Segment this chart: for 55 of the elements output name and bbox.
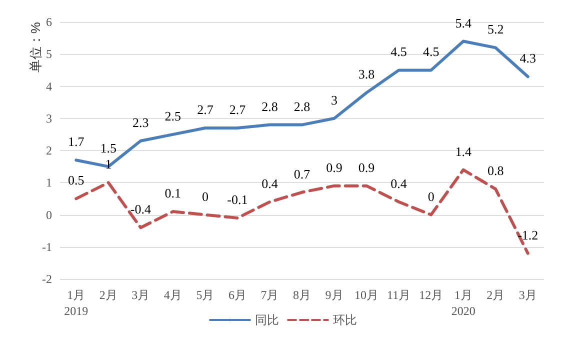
data-label: 0.9 (358, 160, 375, 175)
x-tick-label: 10月 (354, 288, 379, 302)
data-label: 0.4 (262, 176, 278, 191)
data-label: 0.9 (326, 160, 342, 175)
x-tick-label: 1月 2020 (451, 288, 476, 318)
data-label: 2.3 (132, 114, 149, 130)
y-tick-label: 4 (46, 79, 52, 94)
y-axis-title: 单位：% (28, 22, 43, 73)
data-label: 0 (428, 188, 434, 204)
x-tick-label: 12月 (419, 288, 444, 302)
y-tick-label: -2 (42, 272, 52, 286)
data-label: 2.5 (164, 108, 182, 124)
data-label: 1.7 (68, 134, 85, 150)
x-tick-label: 11月 (387, 288, 411, 302)
x-tick-label: 2月 (486, 288, 505, 302)
data-label: 0 (202, 188, 208, 204)
data-label: 0.4 (390, 176, 408, 191)
data-label: 0.5 (68, 172, 84, 188)
legend-label: 同比 (255, 313, 279, 327)
x-tick-label: 2月 (99, 288, 118, 302)
data-label: 2.7 (229, 102, 246, 118)
data-label: 3 (331, 92, 338, 108)
x-tick-label: 3月 (132, 288, 150, 302)
legend-label: 环比 (333, 313, 357, 327)
data-label: 1.5 (100, 140, 117, 156)
data-label: 4.5 (390, 44, 407, 60)
data-label: 5.4 (455, 15, 472, 30)
data-label: 2.8 (294, 98, 310, 114)
y-tick-label: 6 (46, 15, 52, 29)
data-label: 0.8 (487, 163, 504, 178)
x-tick-label: 6月 (228, 288, 246, 302)
data-label: 2.8 (262, 98, 278, 114)
y-tick-label: 3 (46, 111, 52, 126)
x-tick-label: 5月 (196, 288, 214, 302)
data-label: 3.8 (358, 66, 375, 82)
x-tick-label: 8月 (293, 288, 311, 302)
data-label: 4.5 (422, 44, 440, 60)
y-tick-label: 1 (46, 176, 52, 190)
data-label: 0.1 (164, 186, 182, 201)
data-label: -0.1 (227, 192, 248, 207)
data-label: 4.3 (520, 50, 536, 66)
x-tick-label: 7月 (260, 288, 279, 302)
x-tick-label: 9月 (325, 288, 344, 302)
x-tick-label: 1月 2019 (64, 288, 88, 318)
y-tick-label: 2 (46, 144, 52, 158)
x-tick-label: 4月 (164, 288, 182, 302)
y-tick-label: -1 (42, 240, 52, 254)
y-tick-label: 0 (46, 208, 52, 222)
data-label: 5.2 (487, 22, 504, 37)
data-label: 1.4 (455, 144, 472, 159)
data-label: 0.7 (294, 166, 311, 182)
y-tick-label: 5 (46, 47, 52, 62)
data-label: 2.7 (197, 102, 214, 118)
x-tick-label: 3月 (518, 288, 537, 302)
data-label: -0.4 (130, 202, 152, 217)
